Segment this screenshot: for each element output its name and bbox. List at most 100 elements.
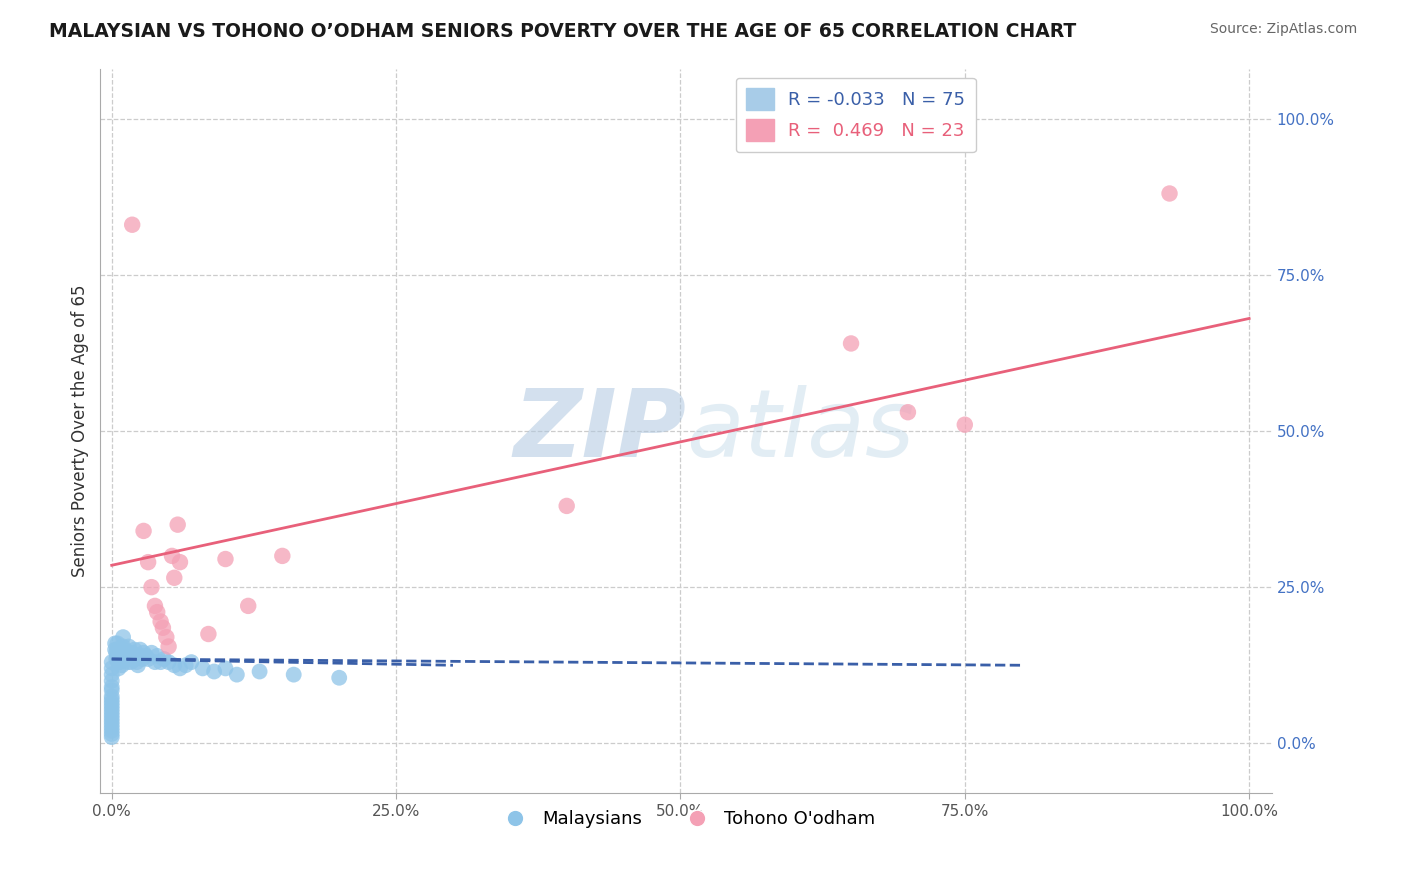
Point	[111, 658, 134, 673]
Point	[153, 652, 176, 666]
Point	[124, 642, 146, 657]
Point	[174, 658, 197, 673]
Point	[149, 615, 172, 629]
Point	[166, 517, 188, 532]
Point	[136, 555, 159, 569]
Point	[100, 708, 122, 723]
Point	[100, 696, 122, 710]
Point	[100, 711, 122, 725]
Point	[953, 417, 976, 432]
Point	[105, 646, 128, 660]
Point	[163, 658, 186, 673]
Point	[112, 640, 135, 654]
Point	[125, 655, 148, 669]
Point	[112, 646, 135, 660]
Point	[100, 692, 122, 706]
Point	[146, 605, 169, 619]
Point	[107, 636, 129, 650]
Point	[118, 640, 141, 654]
Legend: Malaysians, Tohono O'odham: Malaysians, Tohono O'odham	[491, 803, 882, 835]
Point	[152, 621, 174, 635]
Point	[118, 646, 141, 660]
Point	[1159, 186, 1181, 201]
Point	[108, 655, 131, 669]
Point	[117, 655, 139, 669]
Point	[143, 599, 166, 613]
Point	[100, 702, 122, 716]
Point	[112, 630, 135, 644]
Point	[127, 658, 149, 673]
Point	[100, 655, 122, 669]
Point	[121, 218, 143, 232]
Point	[249, 665, 271, 679]
Point	[104, 642, 127, 657]
Point	[118, 648, 141, 663]
Point	[110, 652, 132, 666]
Point	[141, 580, 163, 594]
Point	[191, 661, 214, 675]
Point	[136, 652, 159, 666]
Text: atlas: atlas	[686, 385, 914, 476]
Point	[197, 627, 219, 641]
Point	[238, 599, 260, 613]
Point	[104, 636, 127, 650]
Point	[202, 665, 225, 679]
Point	[121, 646, 143, 660]
Point	[157, 655, 180, 669]
Point	[110, 646, 132, 660]
Point	[100, 714, 122, 729]
Point	[129, 648, 152, 663]
Point	[122, 652, 145, 666]
Point	[141, 646, 163, 660]
Point	[100, 723, 122, 738]
Point	[160, 549, 183, 563]
Point	[107, 655, 129, 669]
Point	[129, 642, 152, 657]
Point	[114, 648, 136, 663]
Point	[169, 661, 191, 675]
Point	[157, 640, 180, 654]
Point	[100, 667, 122, 681]
Point	[214, 552, 236, 566]
Y-axis label: Seniors Poverty Over the Age of 65: Seniors Poverty Over the Age of 65	[72, 285, 89, 577]
Point	[839, 336, 862, 351]
Point	[155, 630, 177, 644]
Text: Source: ZipAtlas.com: Source: ZipAtlas.com	[1209, 22, 1357, 37]
Point	[100, 683, 122, 698]
Point	[120, 655, 142, 669]
Point	[100, 730, 122, 744]
Point	[180, 655, 202, 669]
Point	[132, 646, 155, 660]
Point	[149, 655, 172, 669]
Point	[555, 499, 578, 513]
Point	[108, 648, 131, 663]
Point	[132, 524, 155, 538]
Point	[100, 717, 122, 731]
Point	[105, 652, 128, 666]
Text: ZIP: ZIP	[513, 385, 686, 477]
Point	[131, 652, 153, 666]
Point	[107, 648, 129, 663]
Point	[107, 661, 129, 675]
Point	[100, 661, 122, 675]
Text: MALAYSIAN VS TOHONO O’ODHAM SENIORS POVERTY OVER THE AGE OF 65 CORRELATION CHART: MALAYSIAN VS TOHONO O’ODHAM SENIORS POVE…	[49, 22, 1077, 41]
Point	[271, 549, 294, 563]
Point	[225, 667, 247, 681]
Point	[146, 648, 169, 663]
Point	[214, 661, 236, 675]
Point	[100, 680, 122, 694]
Point	[115, 652, 138, 666]
Point	[107, 642, 129, 657]
Point	[124, 648, 146, 663]
Point	[283, 667, 305, 681]
Point	[124, 652, 146, 666]
Point	[100, 673, 122, 688]
Point	[143, 655, 166, 669]
Point	[100, 705, 122, 719]
Point	[897, 405, 920, 419]
Point	[328, 671, 350, 685]
Point	[112, 642, 135, 657]
Point	[100, 698, 122, 713]
Point	[100, 727, 122, 741]
Point	[163, 571, 186, 585]
